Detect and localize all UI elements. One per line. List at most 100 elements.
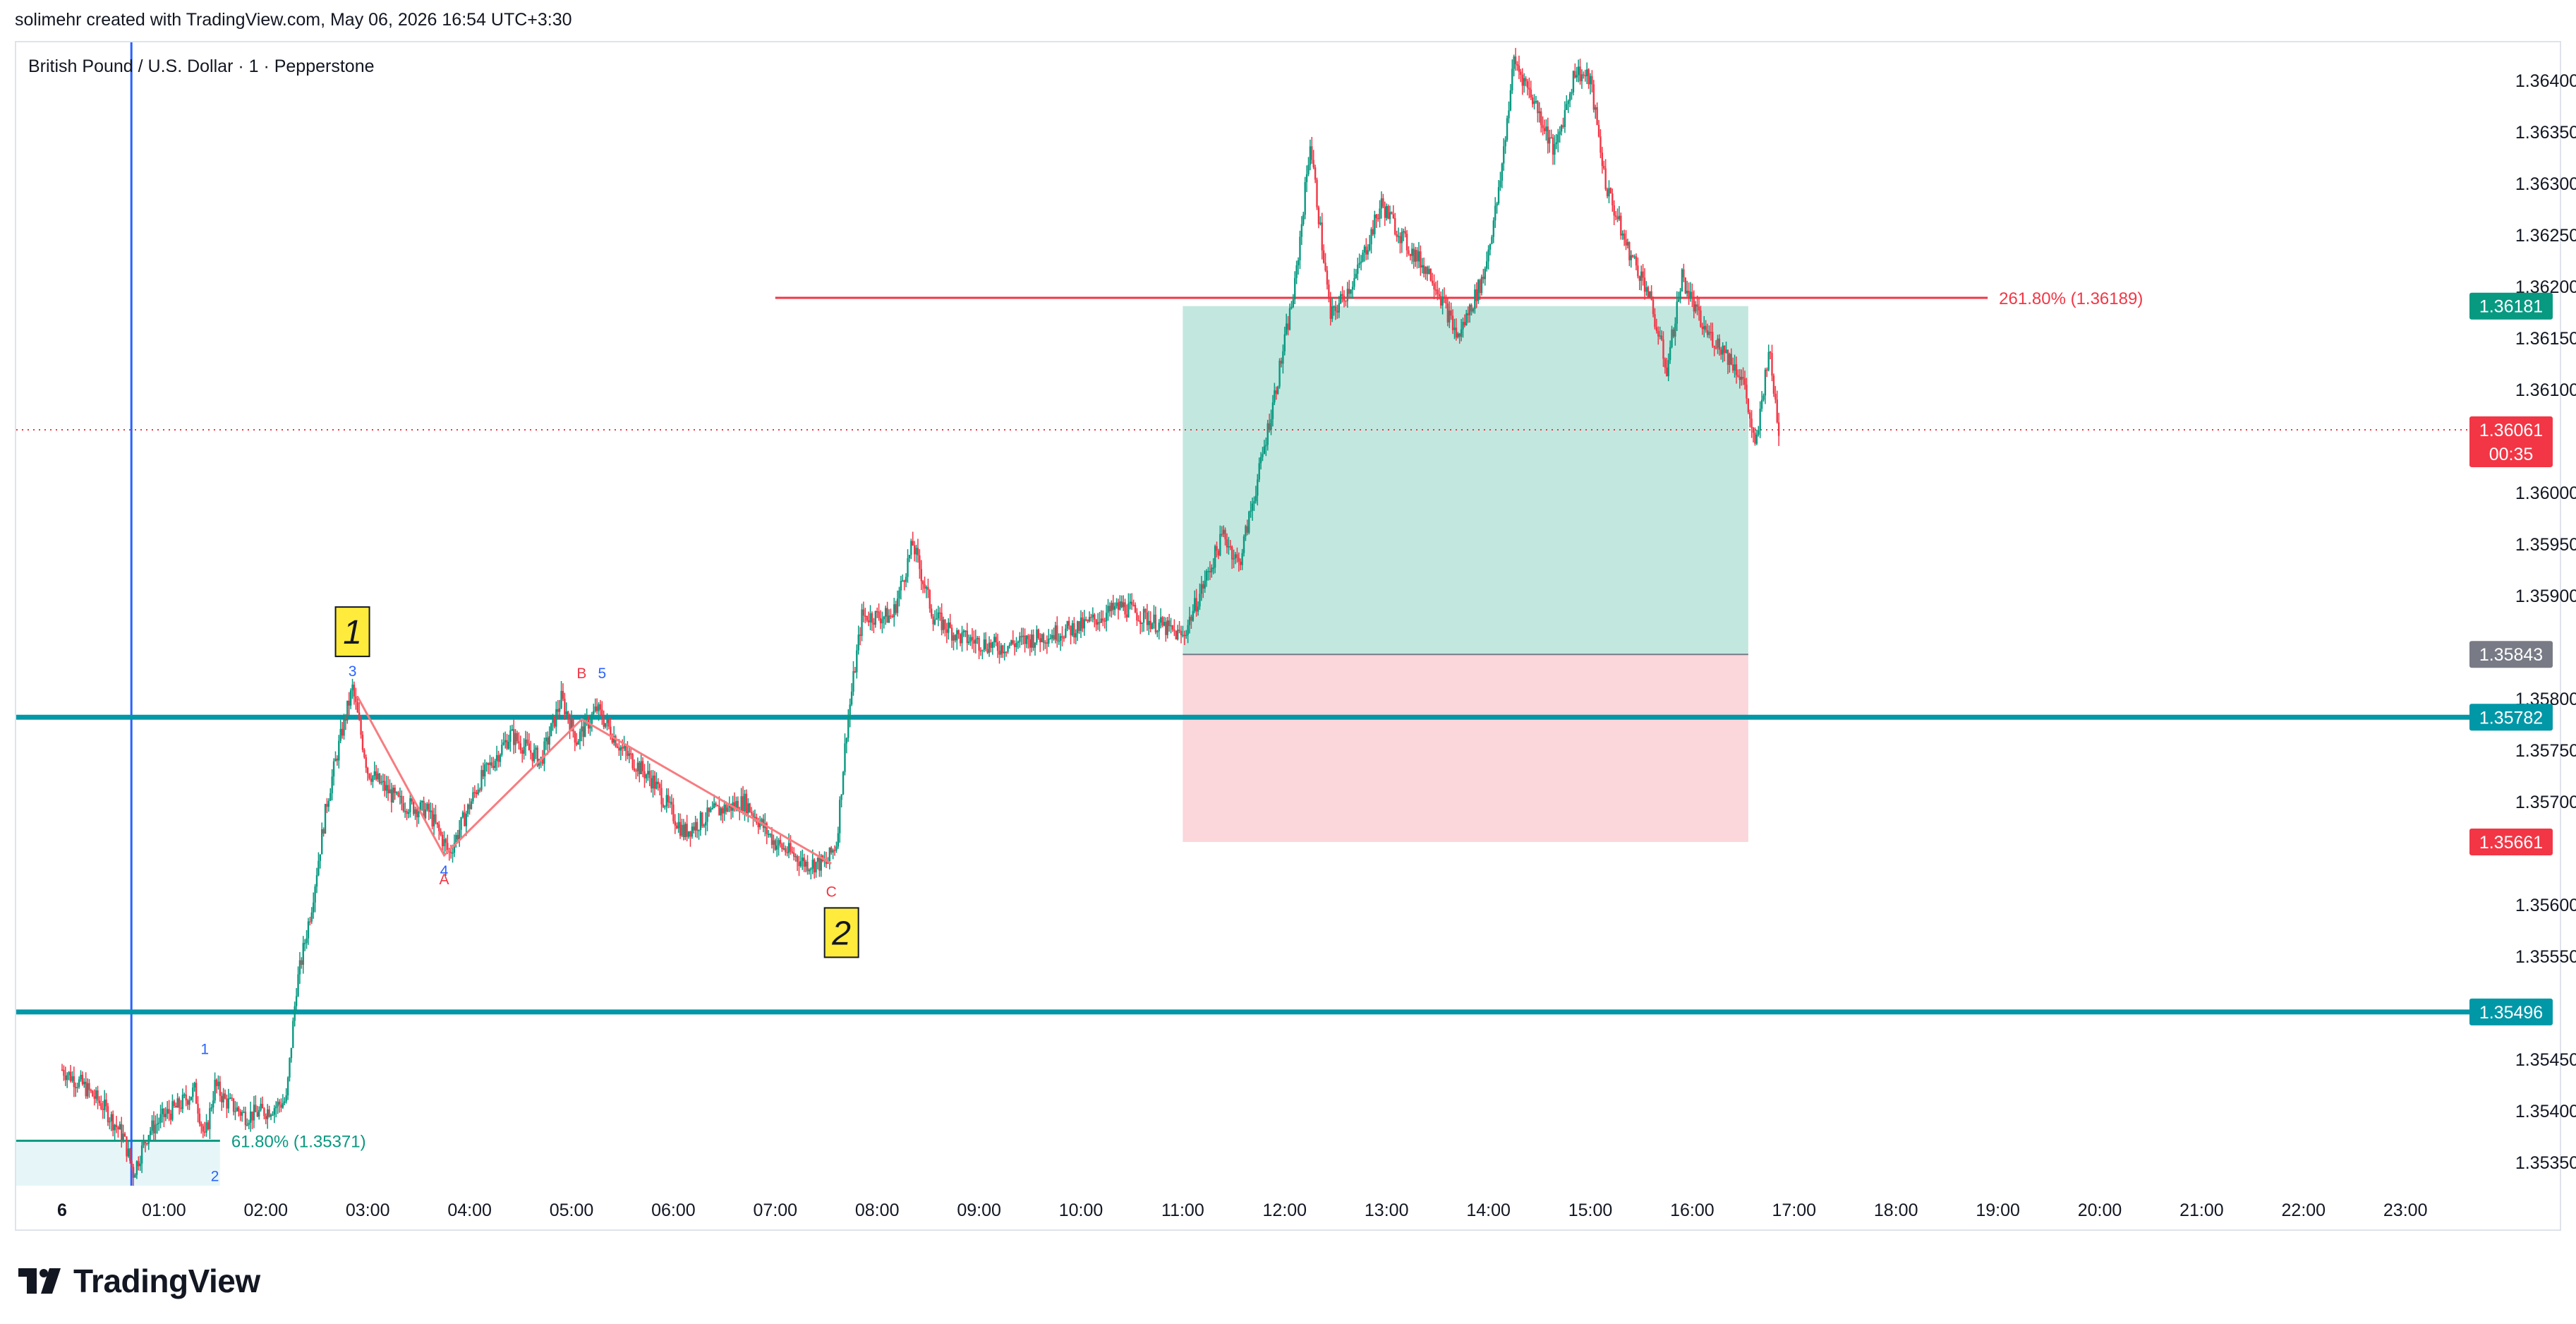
candle-body: [1600, 136, 1602, 153]
candle-body: [1124, 602, 1126, 615]
candle-body: [1368, 244, 1371, 251]
candle-body: [253, 1105, 255, 1121]
candle-body: [302, 943, 304, 965]
tradingview-logo[interactable]: TradingView: [18, 1262, 260, 1300]
candle-body: [268, 1109, 270, 1117]
candle-body: [655, 781, 658, 789]
candle-body: [535, 747, 537, 750]
candle-body: [404, 810, 406, 812]
candle-body: [1564, 109, 1566, 127]
candle-body: [552, 716, 554, 723]
candle-body: [336, 758, 339, 761]
candle-body: [791, 851, 794, 853]
candle-body: [1108, 606, 1111, 612]
candle-body: [273, 1108, 276, 1115]
candle-body: [1722, 345, 1724, 355]
candle-body: [1559, 131, 1561, 135]
candle-body: [1720, 349, 1722, 355]
candle-body: [670, 802, 673, 805]
candle-body: [1229, 546, 1231, 548]
candle-body: [1271, 402, 1274, 419]
candle-body: [438, 824, 440, 831]
candle-body: [915, 548, 917, 555]
candle-body: [567, 711, 569, 720]
candle-body: [131, 1160, 133, 1167]
candle-body: [144, 1141, 147, 1143]
candle-body: [1723, 345, 1726, 354]
candle-body: [263, 1108, 265, 1117]
candle-body: [473, 792, 476, 793]
stop-price-tag-box: [2469, 828, 2553, 855]
candle-body: [180, 1107, 182, 1109]
candle-body: [1139, 620, 1142, 625]
candle-body: [1684, 277, 1686, 294]
candle-body: [888, 615, 890, 623]
candle-body: [377, 774, 379, 780]
horizontal-line-price-tag: 1.35782: [2469, 704, 2553, 731]
candle-body: [1776, 399, 1778, 423]
candle-body: [781, 843, 783, 850]
candle-body: [1718, 338, 1721, 350]
candle-body: [1363, 246, 1366, 253]
candle-body: [1463, 322, 1466, 325]
candle-body: [658, 783, 661, 788]
candle-body: [1603, 166, 1605, 169]
candle-body: [1774, 393, 1777, 400]
candle-body: [1441, 296, 1444, 306]
candle-body: [447, 843, 449, 850]
candle-body: [1662, 339, 1664, 359]
candle-body: [1096, 622, 1099, 625]
candle-body: [1051, 634, 1053, 639]
candle-body: [161, 1108, 164, 1114]
candle-body: [1701, 327, 1704, 330]
candle-body: [1434, 289, 1437, 291]
candle-body: [553, 716, 556, 727]
candle-body: [1156, 631, 1159, 632]
candle-body: [1555, 142, 1558, 145]
candle-body: [200, 1124, 202, 1126]
candle-body: [1032, 634, 1034, 648]
x-tick-label: 03:00: [346, 1200, 390, 1220]
candle-body: [908, 555, 911, 558]
candle-body: [745, 793, 748, 814]
candle-body: [267, 1109, 269, 1119]
profit-zone: [1183, 306, 1748, 655]
candle-body: [1538, 111, 1540, 114]
candle-body: [453, 843, 456, 853]
candle-body: [452, 853, 454, 854]
candle-body: [360, 719, 362, 735]
candle-body: [1056, 625, 1058, 641]
candle-body: [1428, 268, 1430, 275]
candle-body: [205, 1122, 207, 1133]
candle-body: [1005, 651, 1008, 654]
entry-price-tag-box: [2469, 641, 2553, 668]
candle-body: [598, 704, 600, 711]
candle-body: [1642, 271, 1644, 278]
candle-body: [633, 768, 636, 771]
candle-body: [521, 750, 524, 754]
candle-body: [307, 921, 310, 939]
candle-body: [115, 1124, 118, 1128]
candle-body: [937, 612, 940, 619]
candle-body: [282, 1102, 284, 1108]
candle-body: [109, 1121, 111, 1123]
candle-body: [1107, 606, 1109, 613]
candle-body: [998, 651, 1000, 655]
candle-body: [1238, 558, 1240, 562]
candle-body: [1769, 351, 1772, 354]
candle-body: [652, 775, 654, 789]
candle-body: [1280, 361, 1283, 364]
candle-body: [779, 840, 782, 844]
candle-body: [1257, 479, 1259, 496]
y-tick-label: 1.36350: [2515, 123, 2576, 143]
candle-body: [595, 706, 598, 711]
candle-body: [1730, 354, 1732, 365]
candle-body: [210, 1107, 212, 1109]
candle-body: [830, 847, 833, 853]
candle-body: [1462, 322, 1464, 330]
candle-body: [876, 610, 878, 613]
candle-body: [1626, 241, 1629, 246]
candle-body: [1200, 584, 1203, 594]
candle-body: [954, 634, 957, 641]
